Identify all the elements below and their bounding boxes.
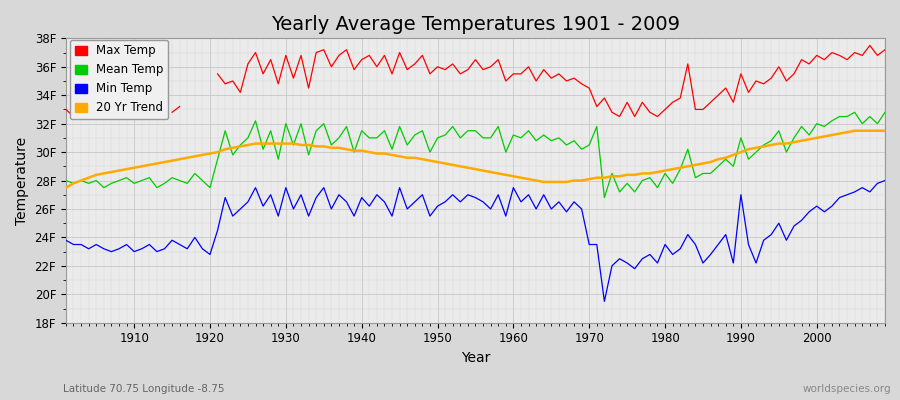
Title: Yearly Average Temperatures 1901 - 2009: Yearly Average Temperatures 1901 - 2009 bbox=[271, 15, 680, 34]
Legend: Max Temp, Mean Temp, Min Temp, 20 Yr Trend: Max Temp, Mean Temp, Min Temp, 20 Yr Tre… bbox=[70, 40, 168, 119]
Text: worldspecies.org: worldspecies.org bbox=[803, 384, 891, 394]
Y-axis label: Temperature: Temperature bbox=[15, 136, 29, 224]
Text: Latitude 70.75 Longitude -8.75: Latitude 70.75 Longitude -8.75 bbox=[63, 384, 224, 394]
X-axis label: Year: Year bbox=[461, 351, 491, 365]
